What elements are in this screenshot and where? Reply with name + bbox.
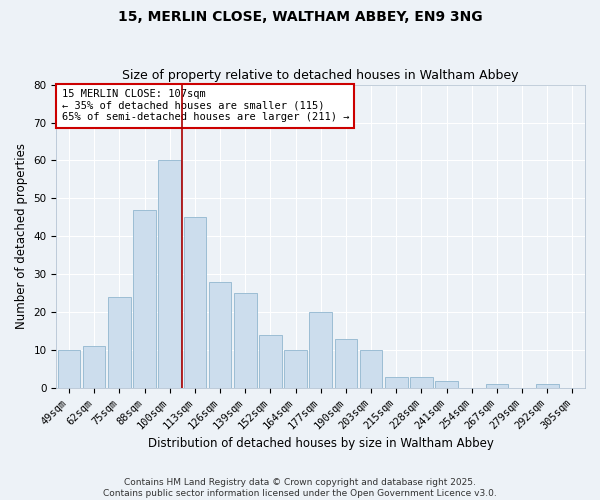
Bar: [184, 218, 206, 388]
Bar: [284, 350, 307, 388]
Title: Size of property relative to detached houses in Waltham Abbey: Size of property relative to detached ho…: [122, 69, 519, 82]
Bar: [58, 350, 80, 388]
Y-axis label: Number of detached properties: Number of detached properties: [15, 144, 28, 330]
Bar: [536, 384, 559, 388]
Bar: [410, 377, 433, 388]
Bar: [158, 160, 181, 388]
Bar: [335, 339, 357, 388]
Bar: [108, 297, 131, 388]
Text: Contains HM Land Registry data © Crown copyright and database right 2025.
Contai: Contains HM Land Registry data © Crown c…: [103, 478, 497, 498]
Bar: [310, 312, 332, 388]
Text: 15, MERLIN CLOSE, WALTHAM ABBEY, EN9 3NG: 15, MERLIN CLOSE, WALTHAM ABBEY, EN9 3NG: [118, 10, 482, 24]
Bar: [209, 282, 232, 388]
Text: 15 MERLIN CLOSE: 107sqm
← 35% of detached houses are smaller (115)
65% of semi-d: 15 MERLIN CLOSE: 107sqm ← 35% of detache…: [62, 89, 349, 122]
Bar: [259, 335, 281, 388]
Bar: [83, 346, 106, 388]
Bar: [435, 380, 458, 388]
Bar: [360, 350, 382, 388]
Bar: [234, 294, 257, 388]
X-axis label: Distribution of detached houses by size in Waltham Abbey: Distribution of detached houses by size …: [148, 437, 494, 450]
Bar: [385, 377, 407, 388]
Bar: [133, 210, 156, 388]
Bar: [485, 384, 508, 388]
